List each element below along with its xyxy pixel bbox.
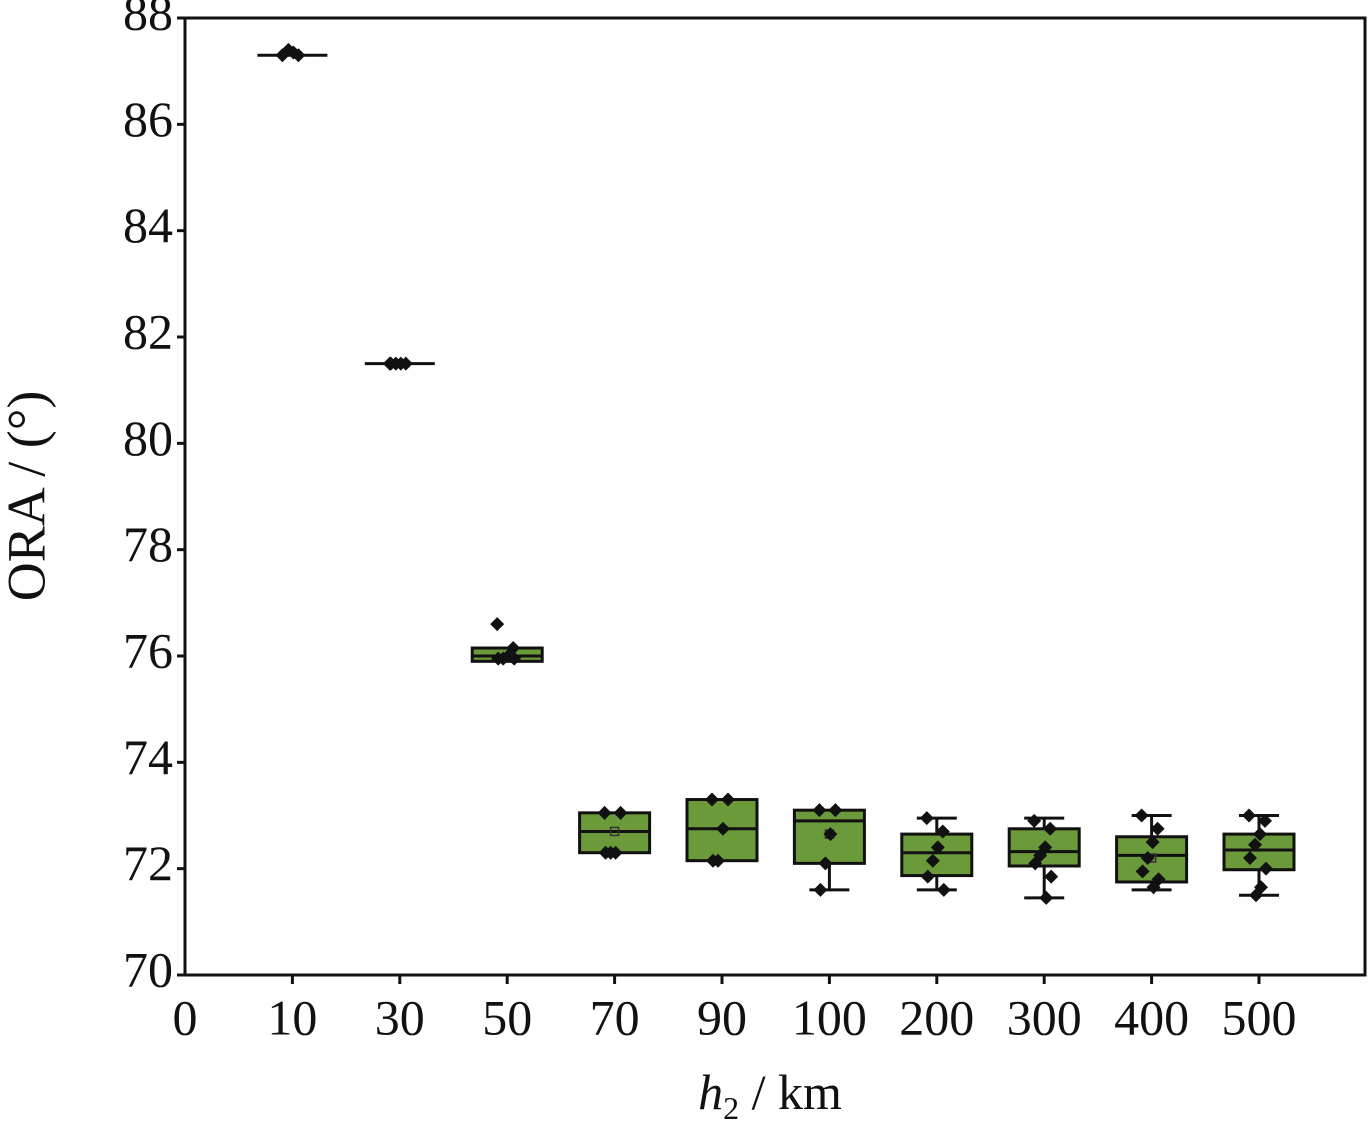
data-point	[507, 651, 522, 666]
x-tick-label: 10	[267, 989, 317, 1045]
data-point	[1135, 864, 1150, 879]
x-tick-label: 90	[697, 989, 747, 1045]
x-tick-label: 400	[1114, 989, 1189, 1045]
x-label-sub: 2	[723, 1090, 739, 1126]
data-point	[1028, 856, 1043, 871]
x-label-var: h	[698, 1064, 723, 1120]
data-point	[925, 853, 940, 868]
data-point	[490, 617, 505, 632]
data-point	[812, 803, 827, 818]
data-point	[823, 827, 838, 842]
data-point	[1146, 880, 1161, 895]
data-point	[491, 651, 506, 666]
data-point	[706, 853, 720, 868]
data-point	[936, 882, 951, 897]
x-tick-label: 300	[1007, 989, 1082, 1045]
y-tick-label: 70	[123, 941, 173, 997]
data-point	[1249, 888, 1263, 903]
y-tick-label: 82	[123, 303, 173, 359]
data-point	[919, 811, 934, 826]
y-tick-label: 80	[123, 410, 173, 466]
data-point	[383, 356, 398, 371]
y-tick-label: 78	[123, 516, 173, 572]
data-point	[920, 869, 935, 884]
y-tick-label: 72	[123, 835, 173, 891]
x-tick-label: 70	[590, 989, 640, 1045]
data-point	[1145, 835, 1160, 850]
x-tick-label: 0	[173, 989, 198, 1045]
data-point	[930, 840, 945, 855]
x-tick-label: 30	[375, 989, 425, 1045]
data-point	[1243, 851, 1257, 866]
data-point	[935, 824, 950, 839]
y-tick-label: 84	[123, 197, 173, 253]
data-point	[281, 42, 296, 57]
x-tick-label: 100	[792, 989, 867, 1045]
data-point	[1259, 861, 1273, 876]
y-axis-label: ORA / (°)	[0, 391, 56, 602]
data-point	[1044, 869, 1059, 884]
y-tick-label: 76	[123, 622, 173, 678]
y-tick-label: 88	[123, 0, 173, 40]
data-point	[813, 882, 828, 897]
data-point	[1134, 808, 1149, 823]
y-tick-label: 74	[123, 729, 173, 785]
data-point	[721, 792, 735, 807]
data-point	[818, 856, 833, 871]
x-label-unit: / km	[739, 1064, 842, 1120]
data-point	[1150, 821, 1165, 836]
data-point	[705, 792, 719, 807]
box	[900, 832, 974, 878]
data-point	[598, 845, 613, 860]
data-point	[1043, 821, 1058, 836]
data-point	[597, 805, 612, 820]
plot-frame	[183, 16, 1367, 977]
data-point	[1253, 827, 1267, 842]
x-tick-label: 200	[899, 989, 974, 1045]
x-axis-label: h2 / km	[698, 1064, 842, 1126]
data-point	[613, 805, 628, 820]
x-tick-label: 500	[1222, 989, 1297, 1045]
x-tick-label: 50	[482, 989, 532, 1045]
mean-marker	[609, 826, 620, 837]
data-point	[1027, 813, 1042, 828]
data-point	[1242, 808, 1256, 823]
data-point	[1140, 851, 1155, 866]
data-point	[1039, 890, 1054, 905]
data-point	[828, 803, 843, 818]
data-point	[1258, 813, 1272, 828]
y-tick-label: 86	[123, 91, 173, 147]
data-point	[1248, 837, 1262, 852]
data-point	[716, 821, 730, 836]
